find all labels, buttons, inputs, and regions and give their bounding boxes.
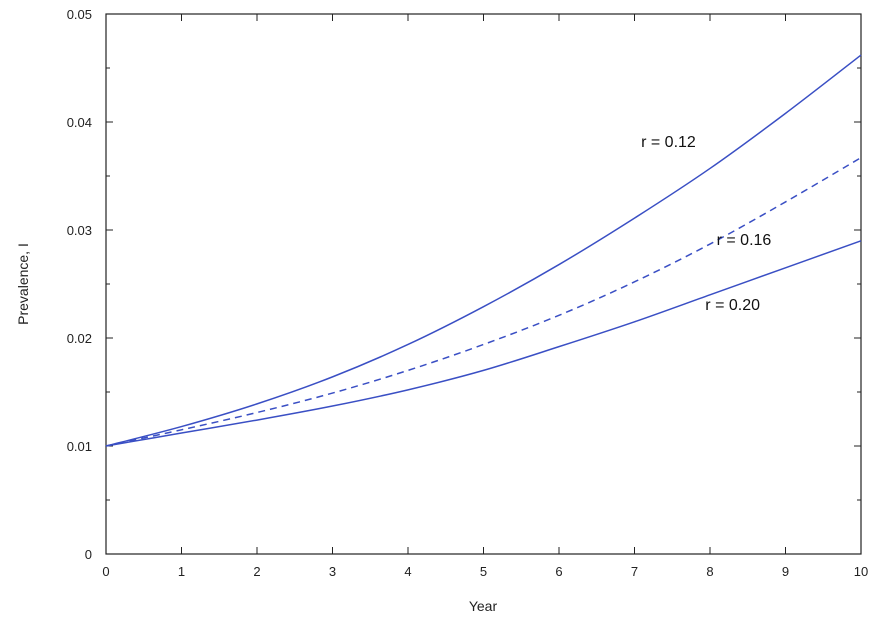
y-axis-label: Prevalence, I: [15, 243, 31, 325]
series-annotation-2: r = 0.16: [717, 232, 772, 249]
x-tick-label: 5: [480, 564, 487, 579]
x-tick-label: 0: [102, 564, 109, 579]
x-tick-label: 2: [253, 564, 260, 579]
y-tick-label: 0.03: [67, 223, 92, 238]
x-tick-label: 4: [404, 564, 411, 579]
y-tick-label: 0.01: [67, 439, 92, 454]
y-tick-label: 0: [85, 547, 92, 562]
x-tick-label: 6: [555, 564, 562, 579]
series-line-2: [105, 156, 862, 447]
series-annotation-3: r = 0.20: [705, 297, 760, 314]
y-tick-label: 0.04: [67, 115, 92, 130]
series-line-3: [105, 240, 862, 447]
x-tick-label: 10: [854, 564, 868, 579]
series-annotations: r = 0.12 r = 0.16 r = 0.20: [641, 134, 771, 314]
x-tick-label: 8: [706, 564, 713, 579]
plot-area: [105, 13, 862, 555]
x-tick-label: 1: [178, 564, 185, 579]
series-lines: [105, 54, 862, 447]
x-tick-label: 9: [782, 564, 789, 579]
x-tick-label: 7: [631, 564, 638, 579]
series-line-1: [105, 54, 862, 447]
x-tick-label: 3: [329, 564, 336, 579]
y-tick-label: 0.05: [67, 7, 92, 22]
series-annotation-1: r = 0.12: [641, 134, 696, 151]
y-tick-label: 0.02: [67, 331, 92, 346]
x-axis-label: Year: [469, 598, 498, 614]
tick-labels: 0 1 2 3 4 5 6 7 8 9 10 0 0.01 0.02 0.03 0.04 0.05: [67, 7, 869, 579]
